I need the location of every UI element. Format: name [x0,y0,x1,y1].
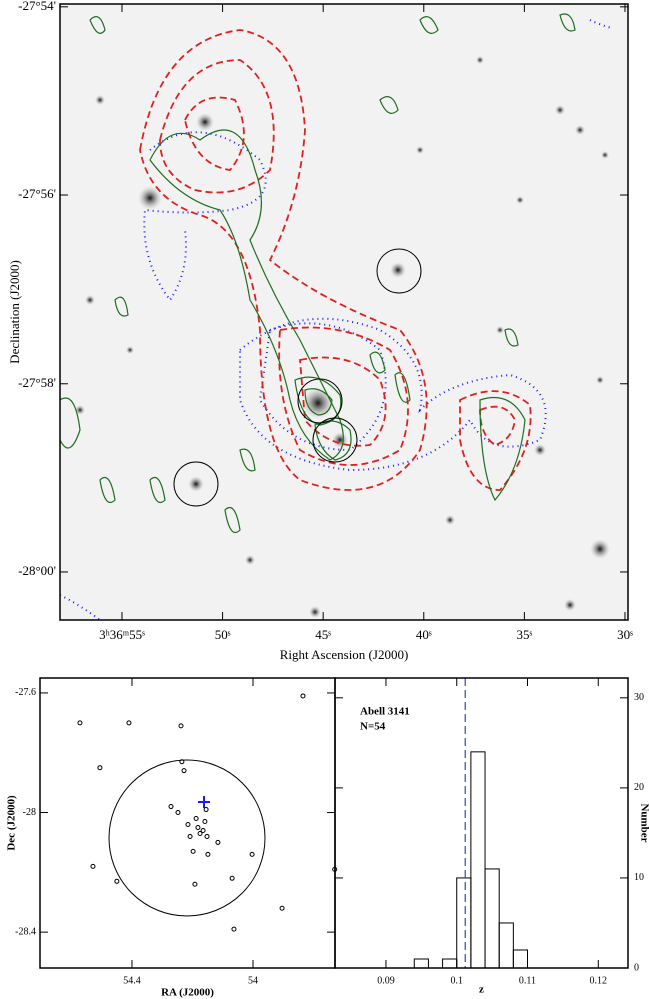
member-map-overlay [108,759,266,917]
x-axis-label: RA (J2000) [161,987,214,999]
y-tick-label: -28 [23,807,36,818]
x-axis-label: Right Ascension (J2000) [280,647,409,662]
y-axis-label: Dec (J2000) [6,795,18,851]
point [175,810,181,816]
point [215,839,221,845]
point [300,693,306,699]
x-tick-label: 54 [248,975,258,986]
annotation: N=54 [360,721,386,733]
y-tick-label: 10 [634,872,644,883]
bar [470,751,486,969]
bar [456,877,472,969]
x-tick-label: 0.11 [519,975,536,986]
point [77,720,83,726]
y-tick-label: -28.4 [15,926,36,937]
point [229,875,235,881]
x-tick-label: 35ˢ [516,627,532,642]
x-tick-label: 3ʰ36ᵐ55ˢ [99,627,145,642]
y-axis-label: Number [638,803,649,842]
bar [484,868,500,969]
point [203,807,209,813]
point [193,816,199,822]
x-tick-label: 45ˢ [315,627,331,642]
bar [442,958,458,969]
sky-image [59,4,628,621]
x-tick-label: 30ˢ [617,627,633,642]
point [97,765,103,771]
point [187,833,193,839]
x-tick-label: 0.1 [450,975,463,986]
plot-frame [59,3,629,621]
y-axis-label: Declination (J2000) [7,260,22,364]
y-tick-label: 0 [634,962,639,973]
point [168,804,174,810]
x-tick-label: 40ˢ [416,627,432,642]
x-tick-label: 0.12 [590,975,608,986]
y-tick-label: -27°54' [18,0,56,13]
x-tick-label: 0.09 [377,975,395,986]
point [249,851,255,857]
y-tick-label: 30 [634,692,644,703]
point [200,827,206,833]
plot-frame [334,677,629,969]
point [179,759,185,765]
point [114,878,120,884]
point [231,926,237,932]
point [204,833,210,839]
x-tick-label: 50ˢ [215,627,231,642]
point [195,824,201,830]
y-tick-label: 20 [634,782,644,793]
point [126,720,132,726]
bar [498,922,514,969]
point [190,848,196,854]
point [202,819,208,825]
y-tick-label: -27°56' [18,186,56,201]
point [181,768,187,774]
y-tick-label: -27.6 [15,687,36,698]
point [185,821,191,827]
point [197,830,203,836]
x-tick-label: 54.4 [123,975,141,986]
point [205,851,211,857]
bar [512,949,529,969]
annotation: Abell 3141 [360,706,410,718]
y-tick-label: -28°00' [18,563,56,578]
point [90,863,96,869]
point [192,881,198,887]
bar [413,958,429,969]
point [279,905,285,911]
x-axis-label: z [479,984,484,996]
point [178,723,184,729]
y-tick-label: -27°58' [18,375,56,390]
